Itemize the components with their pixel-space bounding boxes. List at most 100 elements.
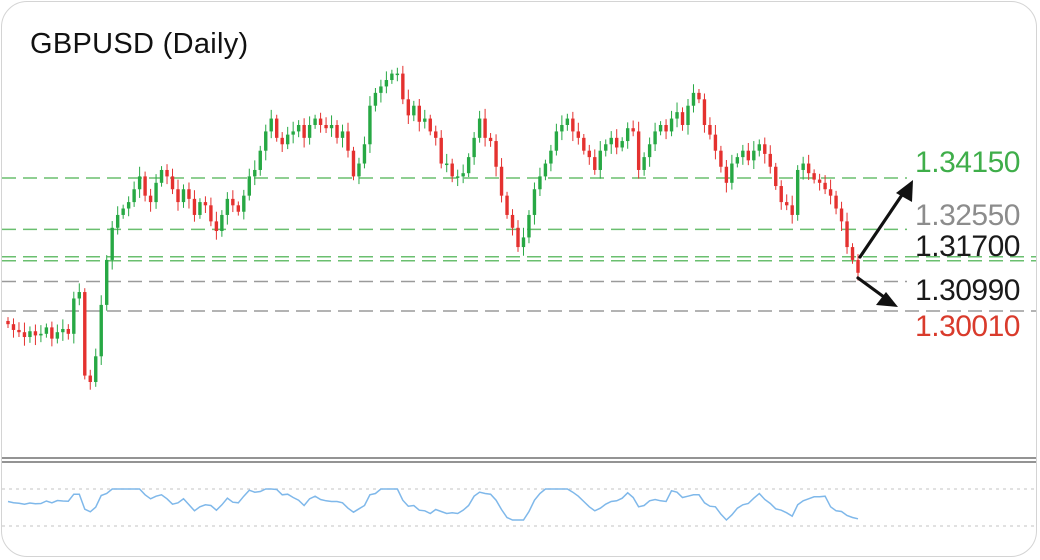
candle-body [44,327,49,334]
candle-body [329,124,334,129]
candle-body [285,134,290,145]
candle-body [368,105,372,145]
candle-body [269,118,273,132]
candle-body [779,186,783,203]
candle-body [203,202,208,206]
candle-body [384,80,389,87]
candle-body [680,112,685,125]
candle-body [576,131,581,138]
candle-body [560,124,564,132]
candle-body [516,227,520,248]
candle-body [148,195,153,203]
candle-body [220,214,224,232]
candle-body [604,144,608,151]
candle-body [406,99,411,116]
candle-body [549,150,553,164]
candle-body [828,189,833,196]
candle-body [66,328,71,334]
candle-body [428,118,432,132]
candle-body [510,214,515,228]
candle-body [176,189,180,203]
candle-body [307,124,312,138]
candle-body [280,137,284,145]
candle-body [790,205,794,215]
candle-body [242,195,246,212]
candle-body [565,118,570,125]
candle-body [258,150,262,170]
candle-body [724,166,729,183]
candle-body [296,124,301,132]
candle-body [488,137,493,142]
candle-body [94,356,98,382]
candle-body [494,141,498,167]
candle-body [236,205,241,212]
candle-body [499,166,504,196]
candle-body [72,298,76,334]
candle-body [302,124,306,138]
candle-body [593,157,597,170]
up-arrow [858,190,906,259]
candle-body [17,329,21,333]
candle-body [313,118,317,125]
candle-body [554,131,559,151]
candle-body [445,163,449,166]
candle-body [850,247,855,260]
candle-body [192,198,197,215]
candle-body [450,163,454,177]
candle-body [209,205,213,222]
candle-body [472,137,476,158]
candle-body [521,237,526,248]
candle-body [587,150,591,158]
candle-body [225,198,230,215]
candle-body [653,131,657,145]
candle-body [423,118,427,122]
candle-body [346,131,350,151]
candle-body [88,375,92,382]
candle-body [77,292,81,299]
candle-body [39,333,43,336]
candle-body [126,202,131,209]
candle-body [390,73,394,81]
candle-body [105,259,109,305]
candle-body [856,259,860,273]
candle-body [675,112,679,119]
candle-body [247,176,251,196]
candle-body [702,99,707,125]
candle-body [527,214,531,238]
projection-arrows [856,180,913,307]
oscillator-line [7,488,859,522]
candle-body [538,176,542,190]
candle-body [636,131,641,170]
level-label-2: 1.32550 [915,199,1020,232]
candle-body [379,86,383,93]
candle-body [719,150,723,167]
candle-body [735,157,740,164]
down-arrow [856,276,886,299]
candle-body [795,169,800,215]
level-label-1: 1.34150 [915,146,1020,179]
candle-body [340,131,345,138]
chart-title: GBPUSD (Daily) [30,28,249,60]
candle-body [28,331,32,338]
candle-body [187,189,191,199]
candle-body [154,182,158,203]
candle-body [439,137,443,164]
candle-body [598,150,602,170]
candle-body [532,189,537,215]
level-lines [2,177,1036,312]
candle-body [647,144,652,158]
candle-body [351,150,356,177]
candle-body [33,331,38,336]
candle-body [620,141,624,148]
candle-body [658,124,663,132]
candle-body [801,163,805,170]
candle-body [362,144,367,164]
candle-body [6,320,10,325]
candle-body [664,124,668,132]
candle-body [466,157,471,174]
candle-body [615,137,619,148]
candle-body [757,144,761,151]
candle-body [609,137,613,145]
candle-body [746,150,751,161]
candle-body [22,332,27,338]
